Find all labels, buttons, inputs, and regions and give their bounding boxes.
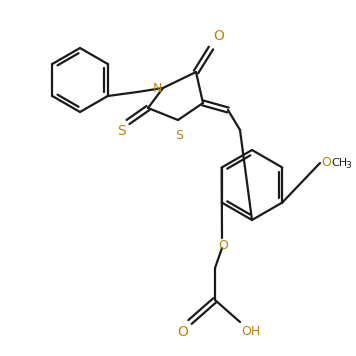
Text: O: O	[321, 157, 331, 169]
Text: OH: OH	[241, 325, 260, 338]
Text: N: N	[153, 83, 162, 95]
Text: O: O	[218, 239, 228, 252]
Text: S: S	[117, 124, 126, 138]
Text: O: O	[213, 29, 224, 43]
Text: 3: 3	[345, 162, 351, 171]
Text: S: S	[175, 129, 183, 142]
Text: O: O	[177, 325, 188, 339]
Text: CH: CH	[331, 158, 347, 168]
